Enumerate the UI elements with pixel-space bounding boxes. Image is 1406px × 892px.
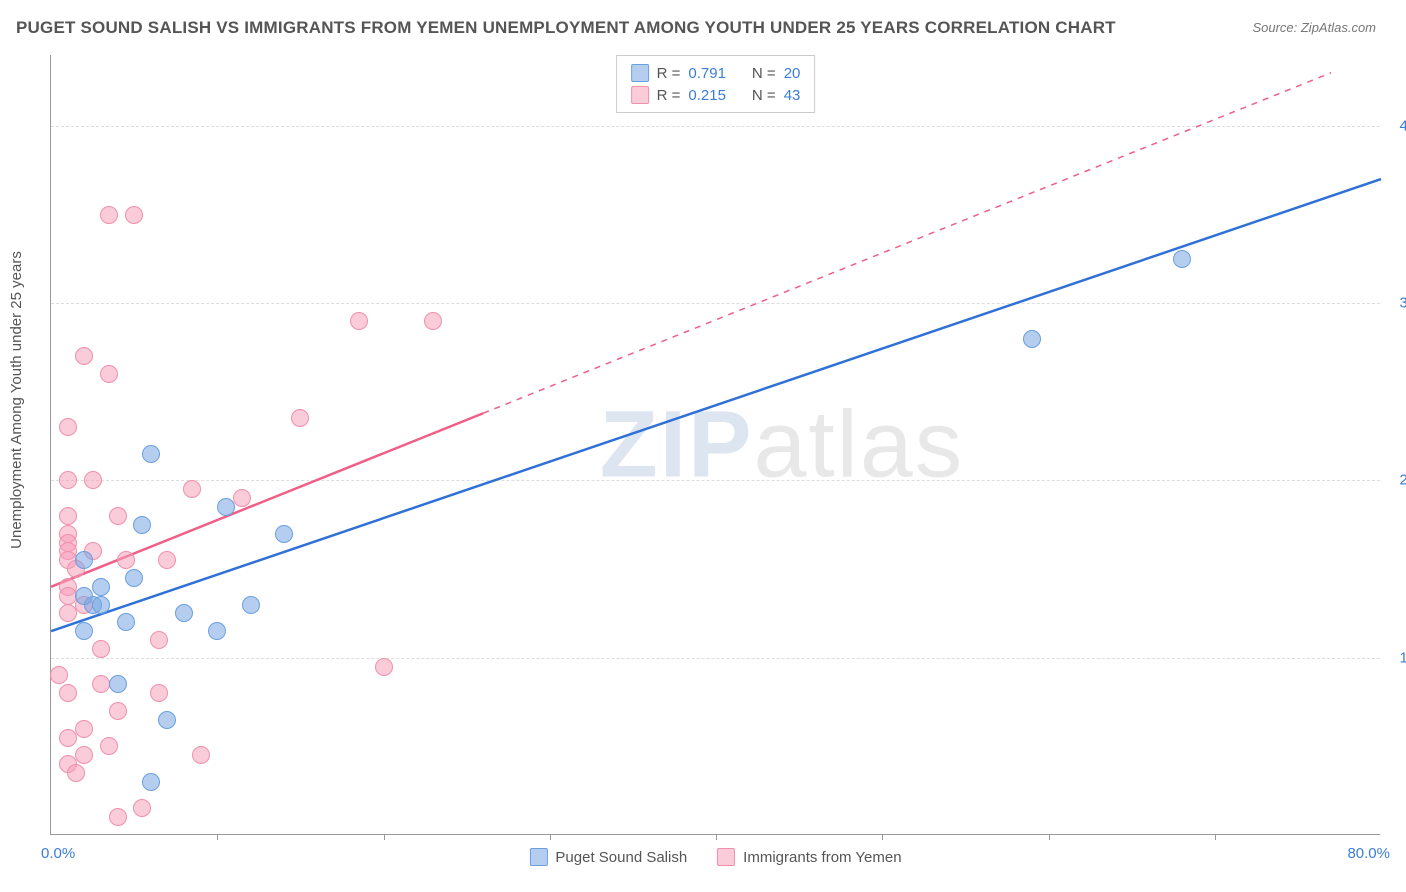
point-pink [59, 684, 77, 702]
x-tick-max: 80.0% [1347, 845, 1390, 862]
x-tick-mark [550, 834, 551, 840]
point-blue [117, 613, 135, 631]
legend-item-pink: Immigrants from Yemen [717, 848, 901, 866]
point-pink [150, 684, 168, 702]
point-pink [109, 507, 127, 525]
legend-correlation: R = 0.791 N = 20 R = 0.215 N = 43 [616, 55, 816, 113]
series-label-pink: Immigrants from Yemen [743, 849, 901, 866]
point-pink [92, 675, 110, 693]
point-pink [100, 737, 118, 755]
r-value-pink: 0.215 [688, 87, 726, 104]
x-tick-mark [716, 834, 717, 840]
n-value-pink: 43 [784, 87, 801, 104]
trend-pink-solid [51, 413, 483, 587]
point-pink [59, 471, 77, 489]
point-pink [50, 666, 68, 684]
point-pink [75, 746, 93, 764]
chart-source: Source: ZipAtlas.com [1252, 20, 1376, 35]
point-blue [275, 525, 293, 543]
point-blue [142, 445, 160, 463]
point-pink [100, 206, 118, 224]
point-pink [59, 604, 77, 622]
point-blue [175, 604, 193, 622]
gridline [51, 126, 1380, 127]
x-tick-mark [882, 834, 883, 840]
watermark: ZIPatlas [600, 390, 964, 499]
point-blue [75, 551, 93, 569]
point-pink [100, 365, 118, 383]
point-pink [92, 640, 110, 658]
point-pink [150, 631, 168, 649]
point-pink [350, 312, 368, 330]
point-blue [242, 596, 260, 614]
point-pink [75, 720, 93, 738]
swatch-pink [717, 848, 735, 866]
point-pink [291, 409, 309, 427]
n-value-blue: 20 [784, 65, 801, 82]
point-blue [92, 578, 110, 596]
swatch-pink [631, 86, 649, 104]
n-label: N = [752, 87, 776, 104]
point-pink [424, 312, 442, 330]
r-value-blue: 0.791 [688, 65, 726, 82]
n-label: N = [752, 65, 776, 82]
gridline [51, 303, 1380, 304]
swatch-blue [631, 64, 649, 82]
legend-series: Puget Sound Salish Immigrants from Yemen [529, 848, 901, 866]
legend-row-pink: R = 0.215 N = 43 [631, 84, 801, 106]
point-blue [75, 622, 93, 640]
trend-pink-dashed [483, 73, 1331, 414]
point-pink [192, 746, 210, 764]
r-label: R = [657, 65, 681, 82]
y-tick-label: 40.0% [1387, 117, 1406, 134]
point-blue [1023, 330, 1041, 348]
point-blue [92, 596, 110, 614]
swatch-blue [529, 848, 547, 866]
point-pink [183, 480, 201, 498]
x-tick-mark [1215, 834, 1216, 840]
point-blue [133, 516, 151, 534]
point-pink [67, 764, 85, 782]
gridline [51, 480, 1380, 481]
point-blue [142, 773, 160, 791]
r-label: R = [657, 87, 681, 104]
point-blue [109, 675, 127, 693]
chart-plot-area: ZIPatlas 10.0%20.0%30.0%40.0% 0.0% 80.0%… [50, 55, 1380, 835]
point-pink [133, 799, 151, 817]
point-pink [125, 206, 143, 224]
trendlines [51, 55, 1380, 834]
point-pink [59, 418, 77, 436]
series-label-blue: Puget Sound Salish [555, 849, 687, 866]
y-tick-label: 20.0% [1387, 472, 1406, 489]
point-blue [217, 498, 235, 516]
x-tick-mark [384, 834, 385, 840]
point-blue [75, 587, 93, 605]
point-blue [1173, 250, 1191, 268]
point-pink [109, 808, 127, 826]
point-pink [375, 658, 393, 676]
chart-title: PUGET SOUND SALISH VS IMMIGRANTS FROM YE… [16, 18, 1116, 38]
point-blue [125, 569, 143, 587]
legend-item-blue: Puget Sound Salish [529, 848, 687, 866]
point-blue [158, 711, 176, 729]
x-tick-min: 0.0% [41, 845, 75, 862]
point-blue [208, 622, 226, 640]
point-pink [158, 551, 176, 569]
point-pink [117, 551, 135, 569]
y-tick-label: 30.0% [1387, 295, 1406, 312]
point-pink [75, 347, 93, 365]
y-axis-label: Unemployment Among Youth under 25 years [8, 251, 25, 549]
point-pink [59, 729, 77, 747]
x-tick-mark [217, 834, 218, 840]
point-pink [59, 587, 77, 605]
legend-row-blue: R = 0.791 N = 20 [631, 62, 801, 84]
gridline [51, 658, 1380, 659]
trend-blue-solid [51, 179, 1381, 631]
point-pink [233, 489, 251, 507]
point-pink [59, 507, 77, 525]
x-tick-mark [1049, 834, 1050, 840]
point-pink [109, 702, 127, 720]
point-pink [84, 471, 102, 489]
y-tick-label: 10.0% [1387, 649, 1406, 666]
